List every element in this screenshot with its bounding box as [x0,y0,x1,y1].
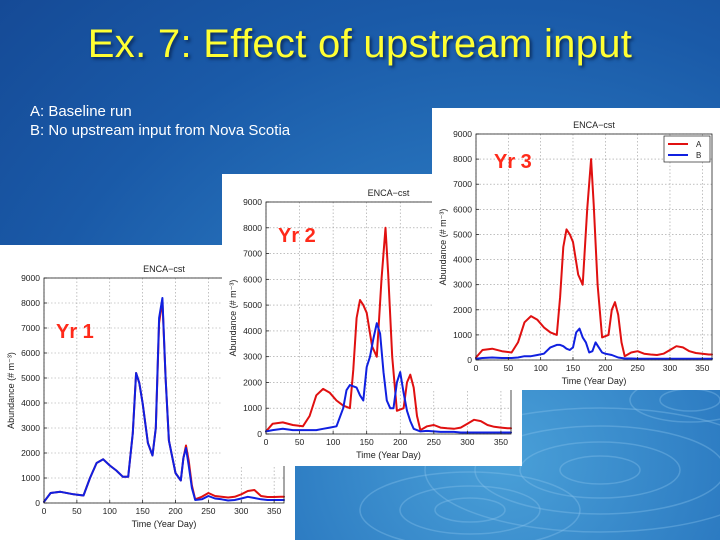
year-label: Yr 1 [56,321,94,343]
x-tick-label: 50 [504,363,514,373]
x-axis-label: Time (Year Day) [562,376,627,386]
y-tick-label: 7000 [243,249,262,259]
y-tick-label: 1000 [453,330,472,340]
slide-title: Ex. 7: Effect of upstream input [0,22,720,67]
x-tick-label: 100 [534,363,548,373]
x-tick-label: 200 [393,437,407,447]
x-tick-label: 0 [264,437,269,447]
y-tick-label: 2000 [21,448,40,458]
x-tick-label: 100 [103,506,117,516]
y-tick-label: 9000 [21,273,40,283]
x-tick-label: 250 [427,437,441,447]
y-tick-label: 2000 [243,377,262,387]
legend-label-b: B [696,151,701,160]
chart-yr3: 0 50 100 150 200 250 300 350 0 1000 2000 3000 4000 50… [432,108,720,390]
y-tick-label: 8000 [243,223,262,233]
x-tick-label: 50 [295,437,305,447]
x-tick-label: 300 [663,363,677,373]
x-axis-label: Time (Year Day) [356,450,421,460]
x-tick-label: 100 [326,437,340,447]
y-tick-label: 6000 [243,274,262,284]
legend-box [664,136,710,162]
y-tick-label: 3000 [243,352,262,362]
y-tick-label: 4000 [243,326,262,336]
x-axis-label: Time (Year Day) [132,519,197,529]
x-tick-label: 250 [201,506,215,516]
legend-baseline-text: A: Baseline run [30,103,132,120]
x-tick-label: 50 [72,506,82,516]
x-tick-label: 200 [598,363,612,373]
y-tick-label: 7000 [453,179,472,189]
x-tick-label: 300 [234,506,248,516]
chart-title: ENCA−cst [368,188,410,198]
y-tick-label: 4000 [21,398,40,408]
y-axis-label: Abundance (# m⁻³) [228,280,238,357]
x-tick-label: 150 [360,437,374,447]
y-tick-label: 9000 [243,197,262,207]
y-tick-label: 8000 [21,298,40,308]
y-tick-label: 3000 [453,280,472,290]
year-label: Yr 3 [494,151,532,173]
y-tick-label: 4000 [453,255,472,265]
x-tick-label: 350 [267,506,281,516]
x-tick-label: 200 [168,506,182,516]
legend-label-a: A [696,140,702,149]
x-tick-label: 350 [494,437,508,447]
y-axis-label: Abundance (# m⁻³) [6,352,16,429]
y-tick-label: 0 [35,498,40,508]
year-label: Yr 2 [278,225,316,247]
y-tick-label: 0 [257,429,262,439]
chart-title: ENCA−cst [573,120,615,130]
y-tick-label: 3000 [21,423,40,433]
x-tick-label: 350 [695,363,709,373]
y-tick-label: 5000 [453,229,472,239]
y-axis-label: Abundance (# m⁻³) [438,209,448,286]
y-tick-label: 5000 [21,373,40,383]
y-tick-label: 5000 [243,300,262,310]
x-tick-label: 0 [42,506,47,516]
series-line-b [476,329,712,359]
x-tick-label: 0 [474,363,479,373]
series-line-a [476,159,712,357]
y-tick-label: 6000 [453,204,472,214]
chart-title: ENCA−cst [143,264,185,274]
y-tick-label: 9000 [453,129,472,139]
x-tick-label: 150 [566,363,580,373]
y-tick-label: 2000 [453,305,472,315]
x-tick-label: 300 [460,437,474,447]
chart-panel-yr3: 0 50 100 150 200 250 300 350 0 1000 2000 3000 4000 50… [432,108,720,390]
legend-no-upstream-text: B: No upstream input from Nova Scotia [30,122,290,139]
y-tick-label: 8000 [453,154,472,164]
y-tick-label: 7000 [21,323,40,333]
y-tick-label: 0 [467,355,472,365]
y-tick-label: 6000 [21,348,40,358]
x-tick-label: 250 [631,363,645,373]
y-tick-label: 1000 [21,473,40,483]
y-tick-label: 1000 [243,403,262,413]
x-tick-label: 150 [136,506,150,516]
